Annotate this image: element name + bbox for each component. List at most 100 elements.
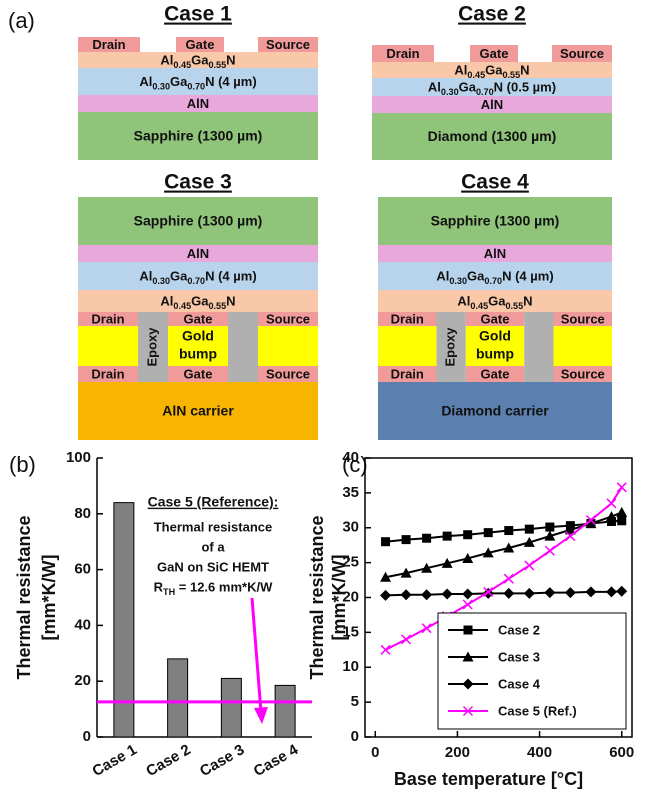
point	[504, 526, 514, 536]
point	[523, 587, 535, 599]
nucleation-layer	[78, 95, 318, 112]
electrode-label: Drain	[91, 366, 124, 381]
buffer-layer	[372, 78, 612, 96]
electrode	[168, 366, 228, 382]
epoxy-label: Epoxy	[443, 327, 458, 367]
electrode	[378, 312, 437, 326]
electrode	[470, 45, 518, 62]
point	[401, 634, 412, 645]
electrode-label: Source	[561, 311, 605, 326]
nucleation-layer	[372, 96, 612, 113]
point	[441, 588, 453, 600]
bump-label: bump	[476, 346, 514, 362]
substrate	[378, 197, 612, 245]
legend-label: Case 3	[498, 649, 540, 664]
x-tick-label: Case 2	[143, 741, 193, 780]
y-tick-label: 35	[342, 484, 359, 501]
electrode-label: Drain	[386, 46, 419, 61]
x-tick-label: Case 4	[251, 741, 302, 780]
legend-marker	[462, 651, 474, 662]
electrode-label: Gate	[184, 311, 213, 326]
buffer-layer	[78, 68, 318, 95]
point	[381, 537, 391, 547]
carrier-label: AlN carrier	[162, 403, 234, 419]
y-tick-label: 20	[74, 672, 91, 689]
point	[380, 589, 392, 601]
barrier-layer	[78, 290, 318, 312]
electrode	[258, 312, 318, 326]
y-tick-label: 10	[342, 658, 359, 675]
point	[564, 524, 576, 535]
bar	[113, 502, 135, 738]
y-tick-label: 0	[83, 728, 91, 745]
barrier-layer	[372, 62, 612, 78]
substrate-label: Sapphire (1300 µm)	[431, 213, 560, 229]
electrode	[258, 366, 318, 382]
electrode	[465, 312, 525, 326]
panel-label: (a)	[8, 8, 35, 33]
panel-label: (b)	[9, 452, 36, 477]
carrier	[378, 382, 612, 440]
epoxy-label: Epoxy	[144, 327, 159, 367]
point	[503, 542, 515, 553]
nucleation-layer	[78, 245, 318, 262]
annotation-arrow	[250, 597, 263, 713]
point	[524, 560, 535, 571]
point	[483, 528, 493, 538]
point	[605, 511, 617, 522]
legend-marker	[462, 705, 474, 717]
point	[616, 506, 628, 517]
legend-label: Case 4	[498, 676, 541, 691]
gold-bump	[378, 326, 437, 366]
point	[421, 589, 433, 601]
legend-marker	[463, 625, 473, 635]
bar	[220, 677, 242, 738]
epoxy	[524, 312, 554, 382]
annotation-title: Case 5 (Reference):	[148, 494, 279, 510]
point	[585, 515, 596, 526]
electrode-label: Drain	[391, 366, 424, 381]
legend-label: Case 5 (Ref.)	[498, 703, 577, 718]
point	[482, 547, 494, 558]
electrode-label: Drain	[92, 37, 125, 52]
substrate-label: Diamond (1300 µm)	[428, 128, 557, 144]
substrate	[372, 113, 612, 160]
point	[523, 536, 535, 547]
point	[421, 562, 433, 573]
y-tick-label: 15	[342, 623, 359, 640]
electrode	[378, 366, 437, 382]
electrode	[465, 366, 525, 382]
epoxy	[436, 312, 466, 382]
point	[421, 623, 432, 634]
point	[442, 531, 452, 541]
nucleation-layer-label: AlN	[481, 97, 503, 112]
electrode-label: Source	[266, 37, 310, 52]
y-tick-label: 30	[342, 519, 359, 536]
bump-label: bump	[179, 346, 217, 362]
case-title: Case 2	[458, 3, 526, 26]
point	[441, 557, 453, 568]
bump-label: Gold	[479, 328, 511, 344]
point	[462, 599, 473, 610]
nucleation-layer-label: AlN	[187, 246, 209, 261]
point	[463, 530, 473, 540]
electrode	[78, 366, 138, 382]
point	[616, 482, 627, 493]
nucleation-layer-label: AlN	[484, 246, 506, 261]
epoxy	[228, 312, 258, 382]
point	[401, 535, 411, 545]
buffer-layer	[378, 262, 612, 290]
point	[462, 588, 474, 600]
y-axis-label: [mm*K/W]	[39, 555, 59, 641]
point	[606, 498, 617, 509]
y-axis-label: [mm*K/W]	[329, 555, 349, 641]
nucleation-layer	[378, 245, 612, 262]
y-axis-label: Thermal resistance	[307, 515, 327, 679]
x-tick-label: 200	[445, 744, 470, 761]
barrier-layer	[378, 290, 612, 312]
point	[544, 545, 555, 556]
electrode-label: Gate	[481, 366, 510, 381]
y-tick-label: 20	[342, 588, 359, 605]
buffer-layer	[78, 262, 318, 290]
x-tick-label: Case 1	[89, 741, 139, 780]
